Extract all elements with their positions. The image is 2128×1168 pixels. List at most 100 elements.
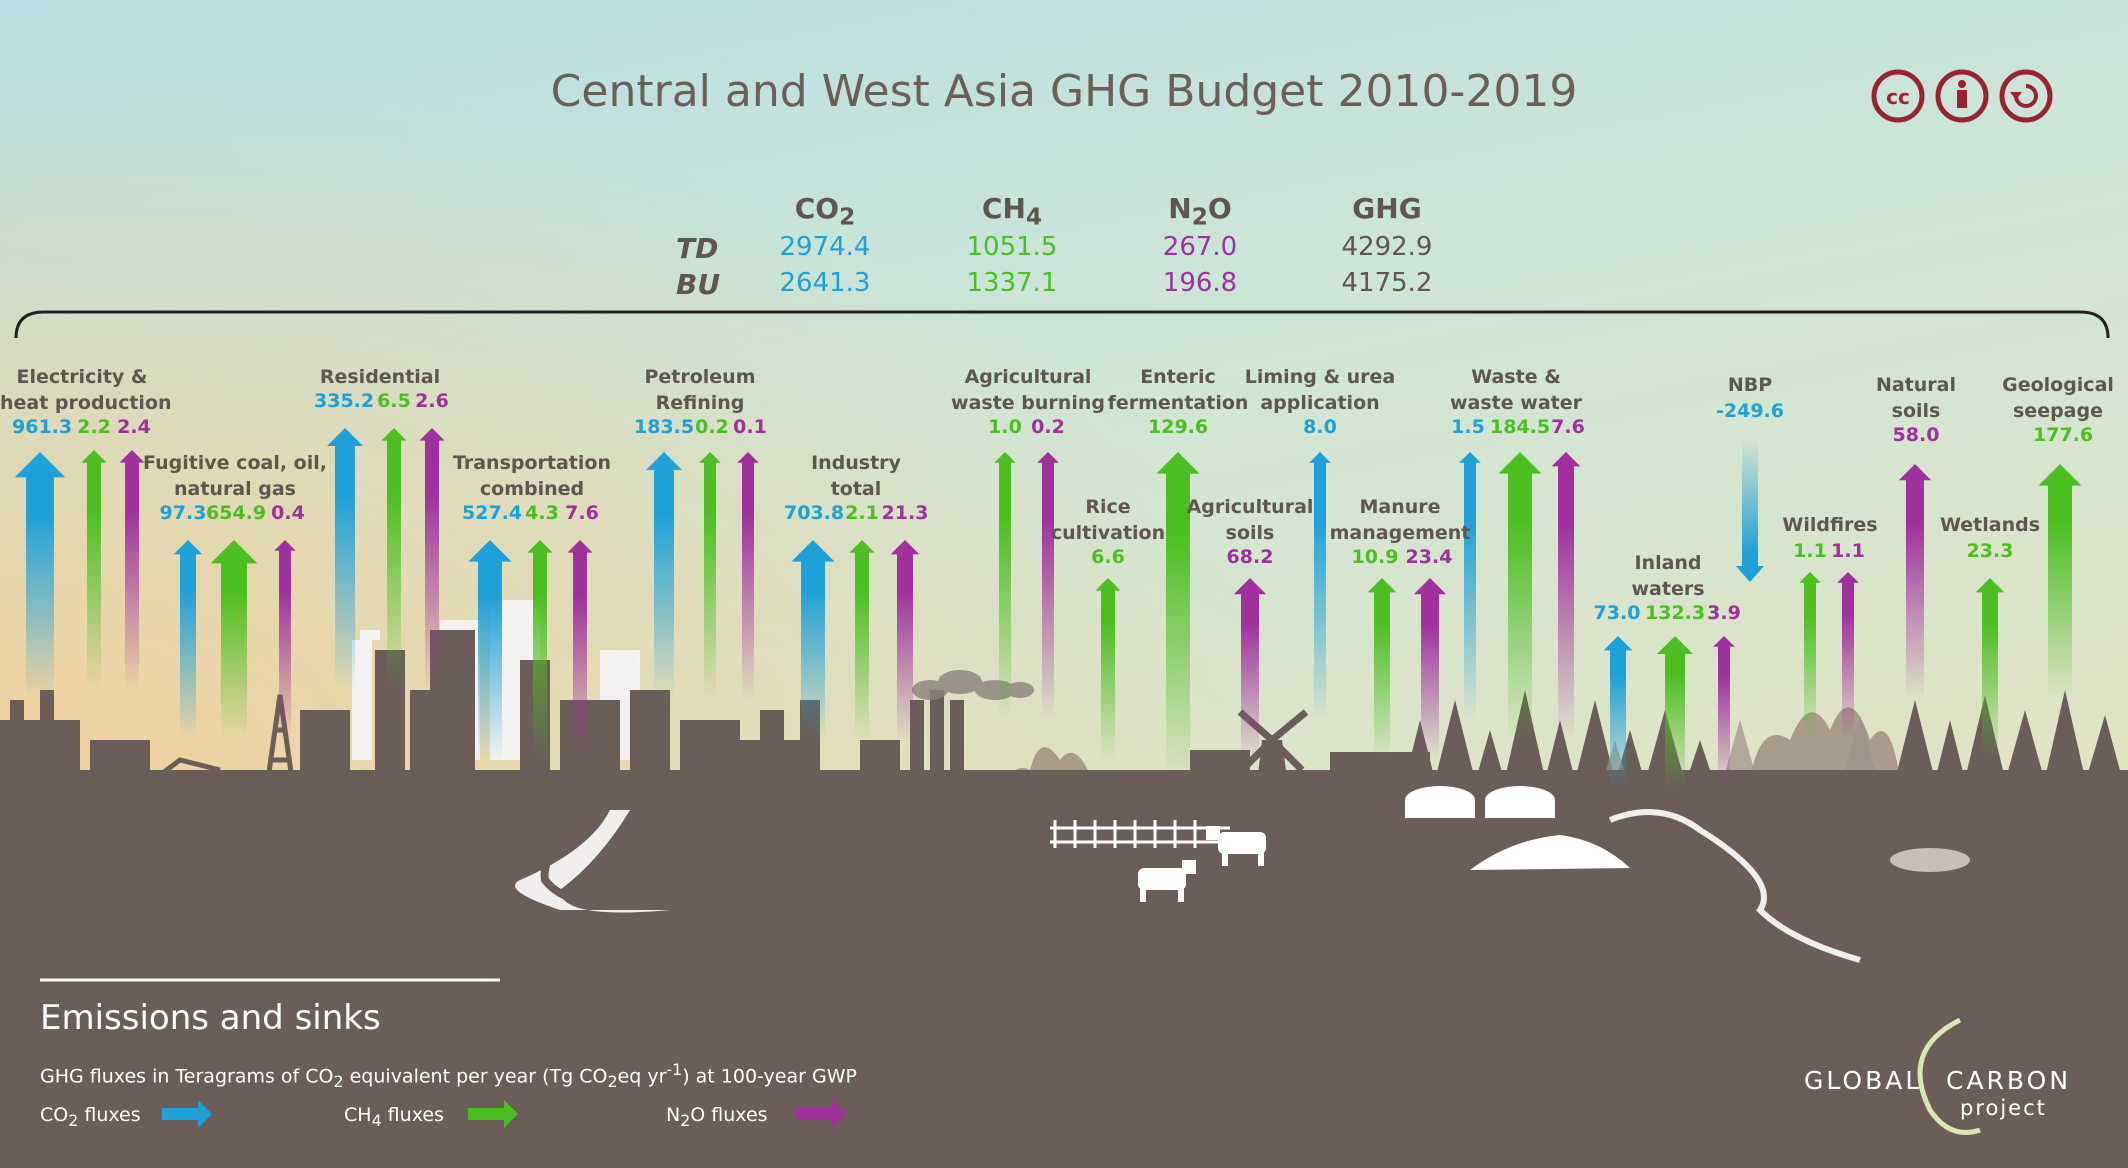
ch4-value: 132.3: [1645, 602, 1706, 624]
header-ch4: CH4: [981, 192, 1043, 231]
co2-value: 335.2: [314, 390, 375, 412]
rice-ch4-arrow: [1095, 578, 1121, 760]
svg-text:cc: cc: [1886, 85, 1910, 109]
petroleum-co2-arrow: [646, 452, 682, 700]
ch4-value: 1.1: [1793, 540, 1827, 562]
source-label: Electricity &: [16, 366, 148, 388]
license-icons: cc: [1871, 69, 2053, 123]
bracket: [14, 310, 2110, 339]
co2-value: 703.8: [784, 502, 845, 524]
td-co2: 2974.4: [779, 232, 871, 262]
agwaste-n2o-arrow: [1037, 452, 1059, 720]
wildfires-n2o-arrow: [1837, 572, 1859, 740]
ch4-value: 10.9: [1351, 546, 1399, 568]
petroleum-ch4-arrow: [699, 452, 721, 700]
source-label: soils: [1891, 400, 1941, 422]
co2-value: 183.5: [634, 416, 695, 438]
industry-co2-arrow: [791, 540, 835, 740]
bu-ghg: 4175.2: [1341, 268, 1433, 298]
td-ch4: 1051.5: [966, 232, 1058, 262]
industry-n2o-arrow: [890, 540, 920, 740]
source-label: Manure: [1359, 496, 1441, 518]
inland-co2-arrow: [1603, 636, 1633, 790]
source-label: waste water: [1450, 392, 1582, 414]
water-tanks: [1405, 786, 1630, 870]
source-label: Natural: [1875, 374, 1957, 396]
logo-project: project: [1960, 1096, 2047, 1120]
source-label: management: [1329, 522, 1471, 544]
river: [1608, 809, 1861, 963]
legend-co2: CO2 fluxes: [40, 1104, 141, 1130]
residential-ch4-arrow: [381, 428, 407, 690]
source-label: Enteric: [1140, 366, 1216, 388]
header-ghg: GHG: [1352, 192, 1422, 225]
ch4-value: 6.5: [377, 390, 411, 412]
n2o-value: 58.0: [1892, 424, 1940, 446]
natsoils-n2o-arrow: [1898, 464, 1932, 700]
source-label: seepage: [2013, 400, 2103, 422]
source-label: cultivation: [1050, 522, 1166, 544]
source-label: combined: [479, 478, 585, 500]
n2o-value: 7.6: [565, 502, 599, 524]
co2-value: 527.4: [462, 502, 523, 524]
header-co2: CO2: [794, 192, 856, 231]
fence: [1050, 826, 1230, 844]
co2-value: 1.5: [1451, 416, 1485, 438]
gcp-swirl: [1917, 1017, 1981, 1135]
header-n2o: N2O: [1168, 192, 1232, 231]
fence-posts: [1053, 820, 1197, 848]
n2o-value: 2.4: [117, 416, 151, 438]
flux-arrows: [14, 428, 2082, 790]
industry-ch4-arrow: [849, 540, 875, 740]
inland-n2o-arrow: [1713, 636, 1735, 790]
n2o-value: 3.9: [1707, 602, 1741, 624]
ch4-value: 0.2: [695, 416, 729, 438]
logo-global: GLOBAL: [1804, 1066, 1923, 1095]
ch4-value: 177.6: [2033, 424, 2094, 446]
wetlands-ch4-arrow: [1975, 578, 2005, 760]
source-label: total: [830, 478, 882, 500]
source-label: Wildfires: [1782, 514, 1878, 536]
source-label: Agricultural: [1186, 496, 1314, 518]
source-label: Residential: [319, 366, 441, 388]
bu-n2o: 196.8: [1162, 268, 1238, 298]
fugitive-ch4-arrow: [210, 540, 258, 740]
n2o-value: 0.4: [271, 502, 305, 524]
source-label: NBP: [1727, 374, 1773, 396]
waste-n2o-arrow: [1551, 452, 1581, 740]
co2-value: 961.3: [12, 416, 73, 438]
source-label: Wetlands: [1939, 514, 2041, 536]
source-label: Fugitive coal, oil,: [143, 452, 327, 474]
ch4-value: 184.5: [1490, 416, 1551, 438]
co2-value: 73.0: [1593, 602, 1641, 624]
nbp-co2-sink-arrow: [1736, 440, 1764, 582]
td-ghg: 4292.9: [1341, 232, 1433, 262]
fugitive-co2-arrow: [173, 540, 203, 740]
enteric-ch4-arrow: [1156, 452, 1200, 780]
n2o-value: 2.6: [415, 390, 449, 412]
source-label: Waste &: [1471, 366, 1561, 388]
source-label: Inland: [1634, 552, 1702, 574]
wildfires-ch4-arrow: [1799, 572, 1821, 740]
legend-n2o: N2O fluxes: [666, 1104, 768, 1130]
agwaste-ch4-arrow: [994, 452, 1016, 720]
transport-n2o-arrow: [567, 540, 593, 760]
legend-ch4: CH4 fluxes: [344, 1104, 444, 1130]
source-label: soils: [1225, 522, 1275, 544]
manure-ch4-arrow: [1367, 578, 1397, 760]
td-n2o: 267.0: [1162, 232, 1238, 262]
source-label: natural gas: [173, 478, 296, 500]
source-label: Liming & urea: [1244, 366, 1396, 388]
electricity-n2o-arrow: [119, 450, 145, 690]
ch4-value: 23.3: [1966, 540, 2014, 562]
legend-title: Emissions and sinks: [40, 998, 381, 1038]
bu-co2: 2641.3: [779, 268, 871, 298]
ch4-value: 6.6: [1091, 546, 1125, 568]
ch4-value: 2.2: [77, 416, 111, 438]
electricity-co2-arrow: [14, 452, 66, 700]
n2o-value: 7.6: [1551, 416, 1585, 438]
waste-ch4-arrow: [1498, 452, 1542, 740]
attribution-icon: [1935, 69, 1989, 123]
fugitive-n2o-arrow: [274, 540, 296, 740]
